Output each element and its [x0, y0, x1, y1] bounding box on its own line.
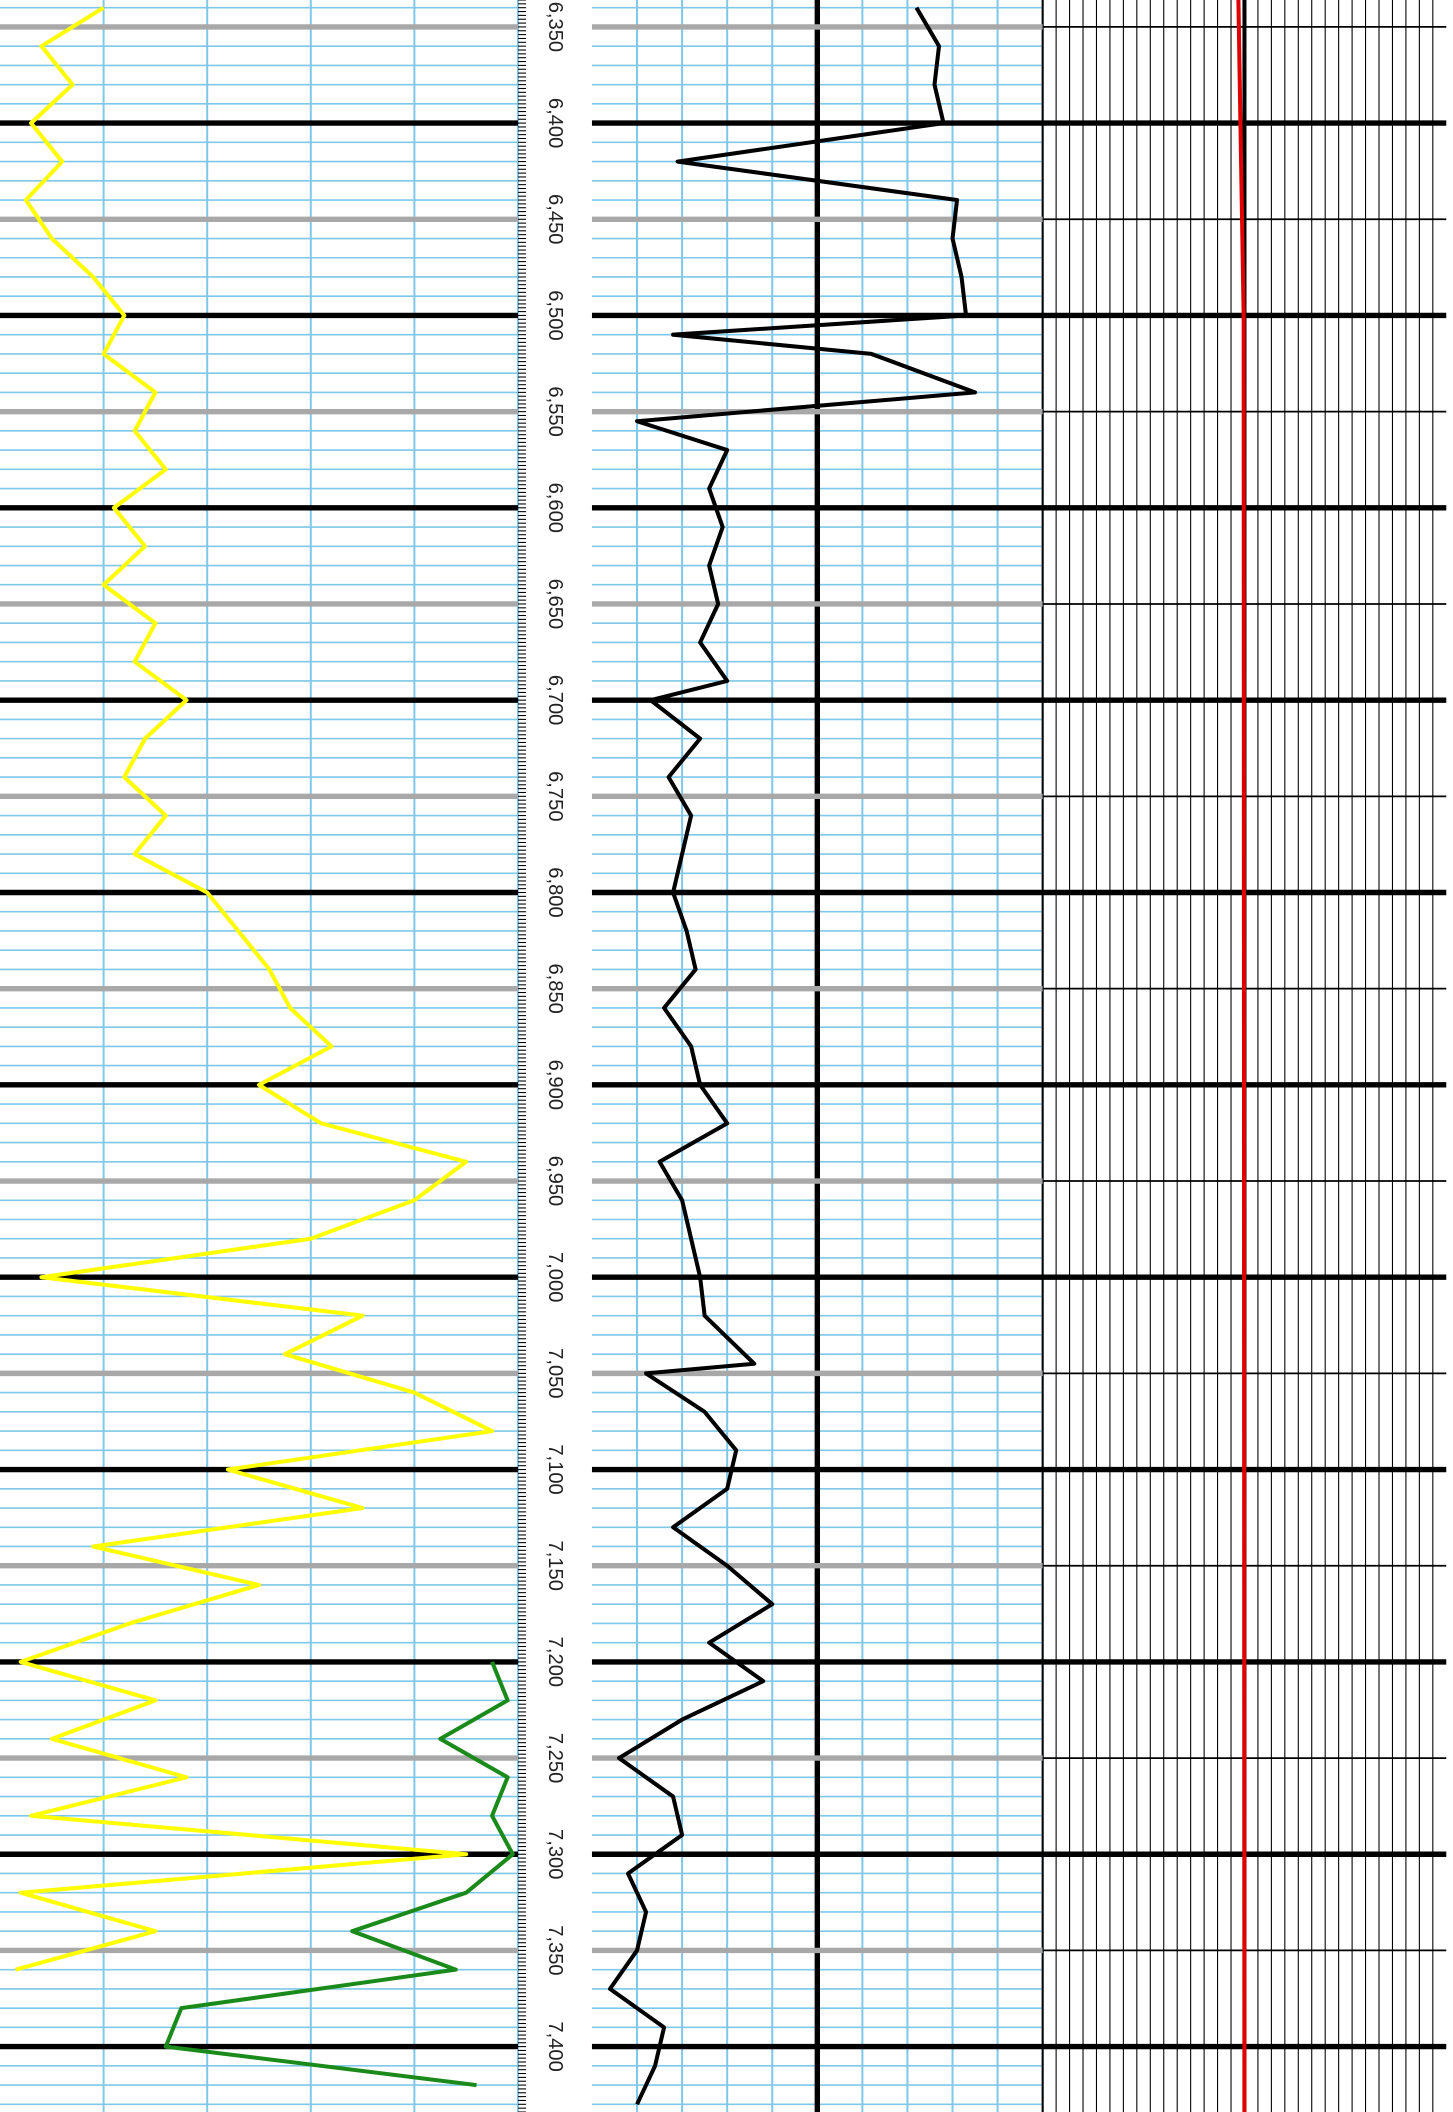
- depth-label: 6,650: [544, 579, 566, 629]
- depth-label: 6,500: [544, 290, 566, 340]
- depth-label: 7,250: [544, 1733, 566, 1783]
- log-curve: [1236, 0, 1247, 2112]
- depth-label: 6,900: [544, 1060, 566, 1110]
- depth-label: 7,000: [544, 1252, 566, 1302]
- depth-label: 7,350: [544, 1925, 566, 1975]
- depth-label: 6,850: [544, 963, 566, 1013]
- depth-label: 6,600: [544, 483, 566, 533]
- log-curve: [607, 6, 978, 2106]
- depth-label: 7,050: [544, 1348, 566, 1398]
- depth-label: 6,450: [544, 194, 566, 244]
- depth-label: 7,400: [544, 2021, 566, 2071]
- depth-label: 7,300: [544, 1829, 566, 1879]
- depth-label: 6,800: [544, 867, 566, 917]
- depth-label: 7,150: [544, 1541, 566, 1591]
- log-curve: [15, 5, 495, 1972]
- depth-label: 6,550: [544, 386, 566, 436]
- depth-label: 7,200: [544, 1637, 566, 1687]
- depth-label: 6,950: [544, 1156, 566, 1206]
- depth-label: 6,400: [544, 98, 566, 148]
- depth-label: 7,100: [544, 1444, 566, 1494]
- depth-label: 6,750: [544, 771, 566, 821]
- log-curve: [163, 1661, 515, 2088]
- depth-label: 6,700: [544, 675, 566, 725]
- depth-label: 6,350: [544, 2, 566, 52]
